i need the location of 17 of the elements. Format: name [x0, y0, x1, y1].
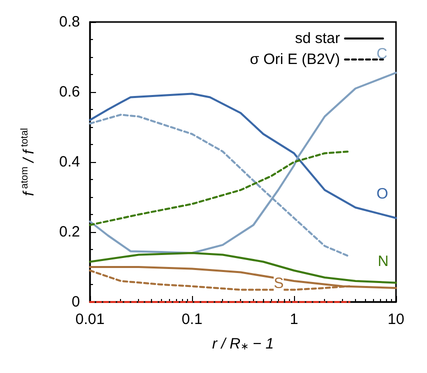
y-tick-label: 0.8 — [59, 14, 80, 30]
annotation: S — [274, 275, 284, 292]
annotation: C — [376, 46, 388, 63]
legend-label: σ Ori E (B2V) — [250, 51, 340, 68]
legend-label: sd star — [294, 30, 340, 47]
x-tick-label: 0.01 — [75, 311, 105, 328]
y-axis-title: fatom / ftotal — [20, 128, 38, 196]
x-axis-title: r / R∗ − 1 — [212, 336, 274, 352]
x-tick-label: 10 — [388, 311, 404, 328]
x-tick-label: 1 — [290, 311, 298, 328]
y-tick-label: 0.2 — [59, 224, 80, 240]
y-tick-label: 0.4 — [59, 154, 80, 170]
annotation: N — [378, 252, 389, 270]
y-tick-label: 0 — [72, 294, 80, 310]
x-tick-label: 0.1 — [182, 311, 202, 328]
annotation: O — [376, 186, 388, 203]
y-tick-label: 0.6 — [59, 84, 80, 100]
